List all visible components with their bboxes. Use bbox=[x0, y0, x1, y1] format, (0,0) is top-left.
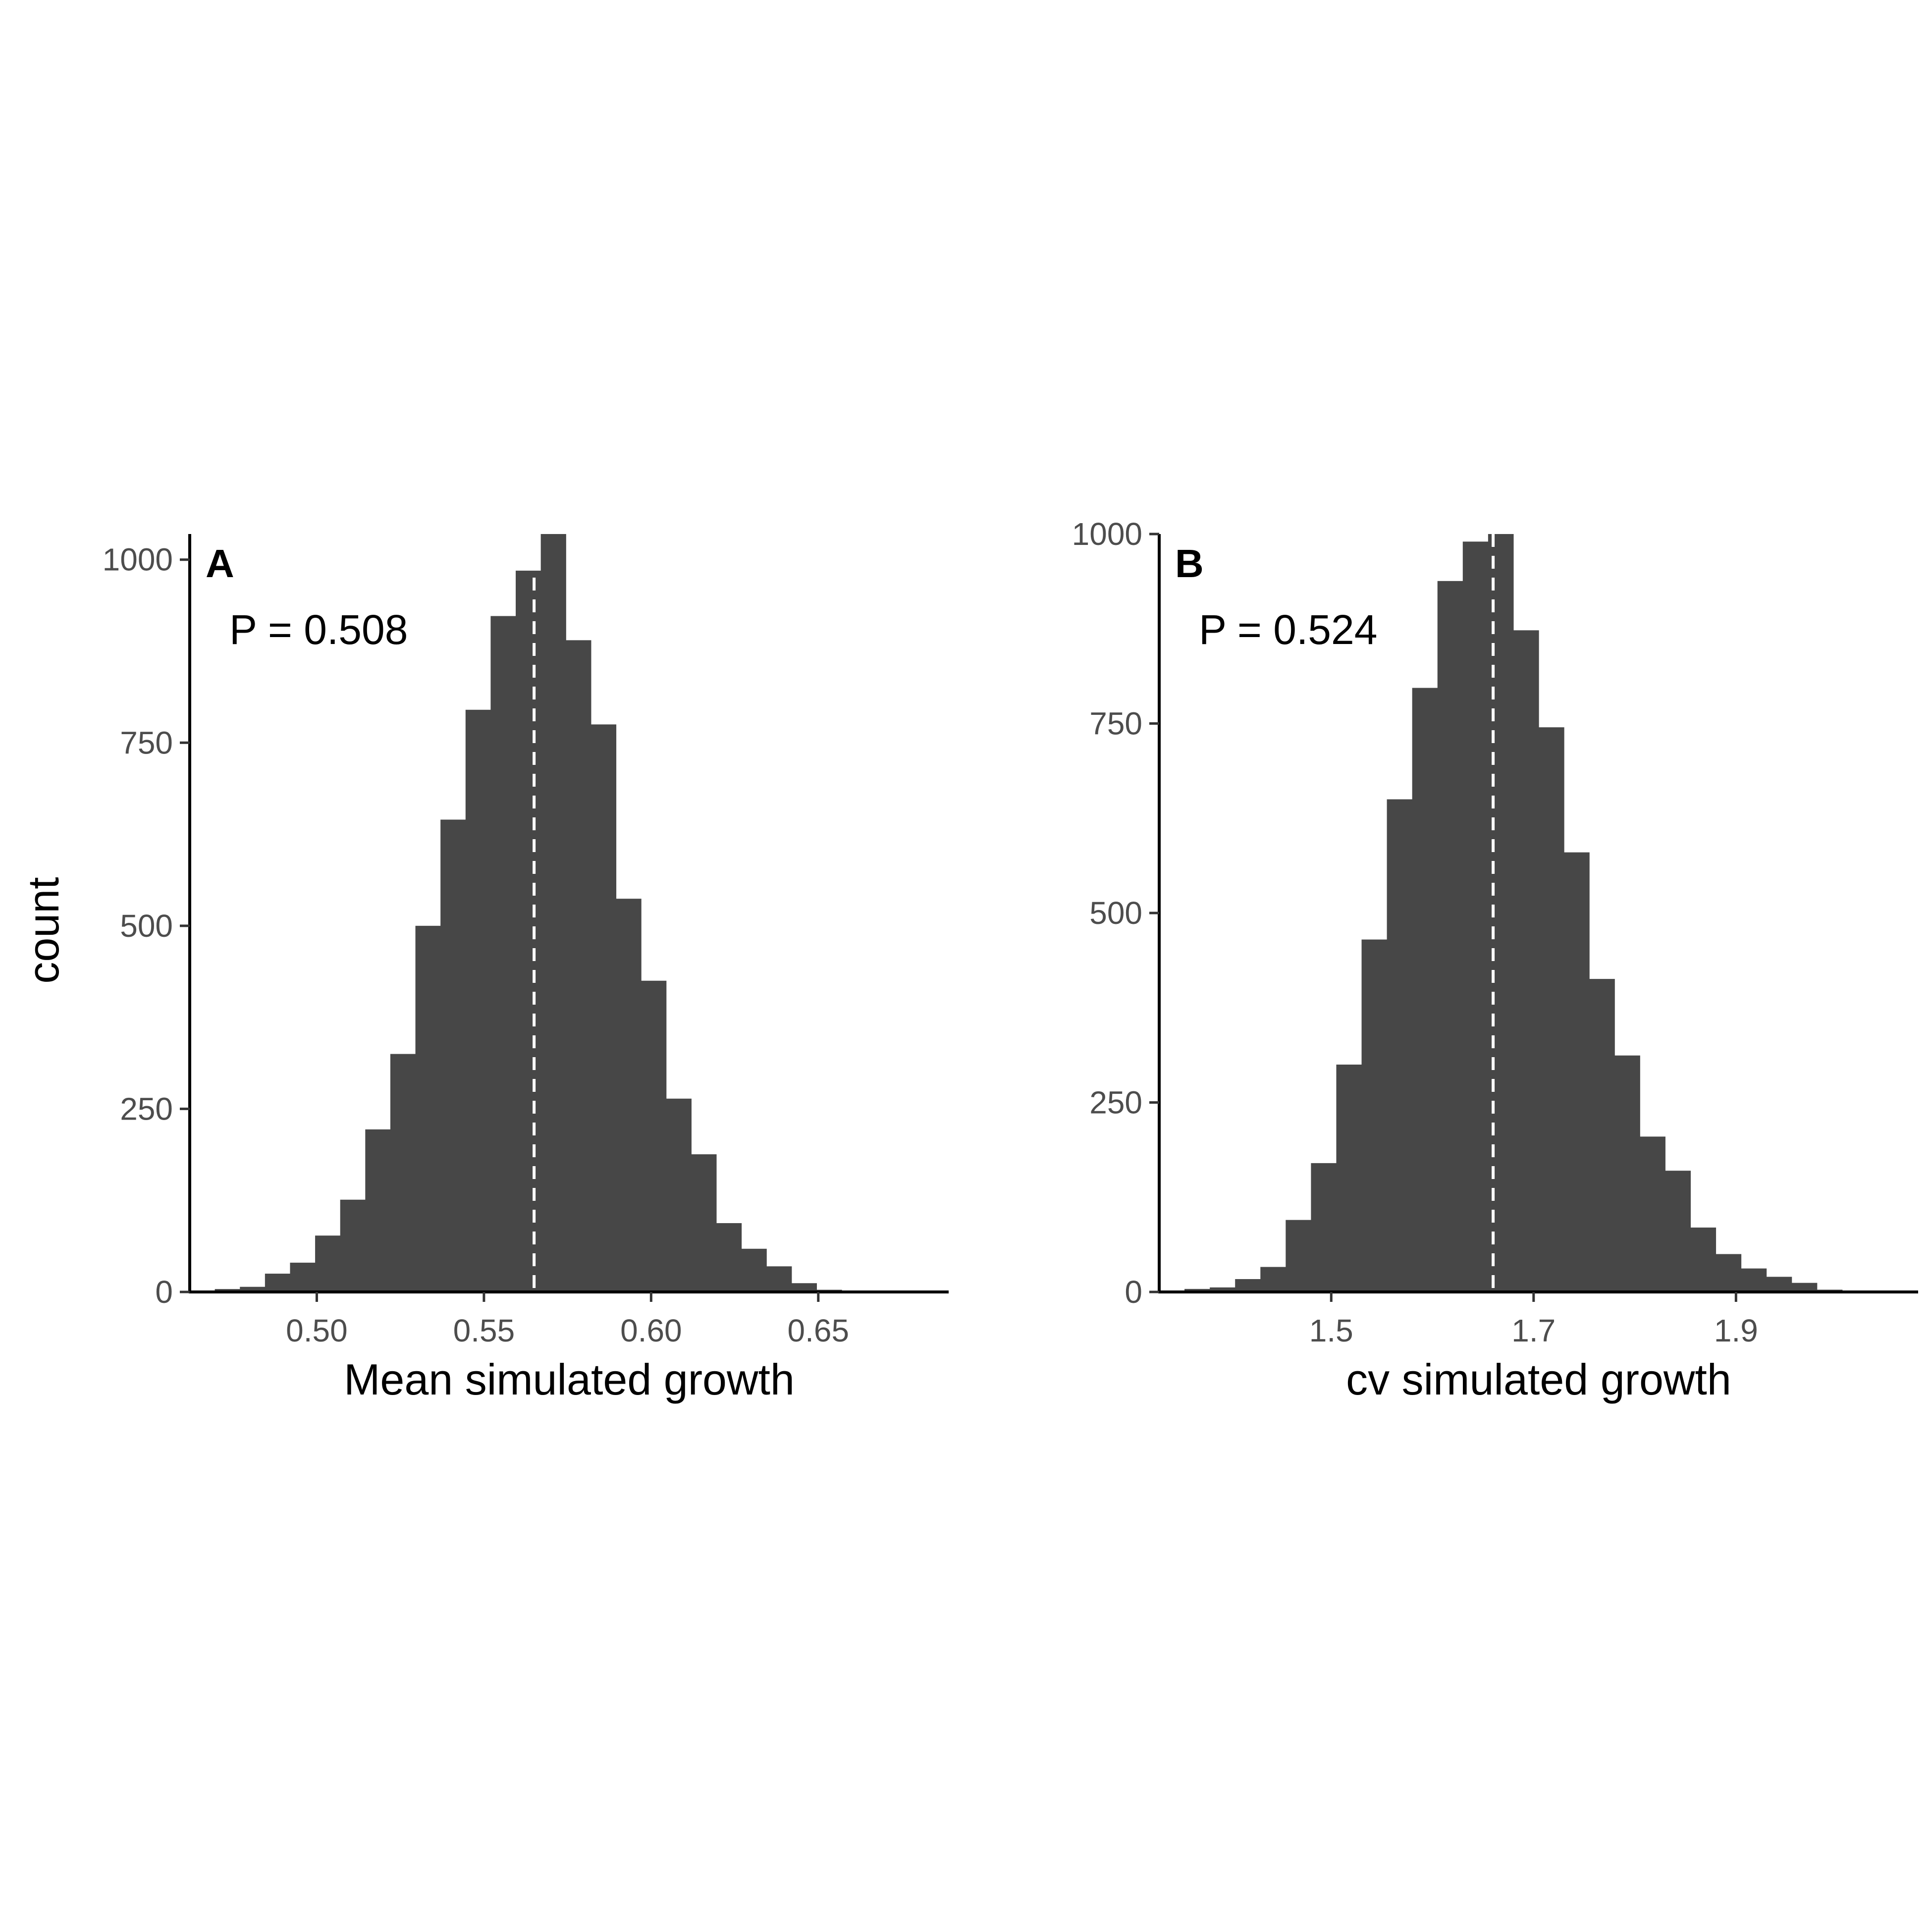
y-tick-label: 750 bbox=[1089, 706, 1142, 742]
panel-tag: B bbox=[1175, 541, 1204, 586]
histogram-bar bbox=[1336, 1065, 1362, 1292]
histogram-bar bbox=[1184, 1288, 1210, 1292]
histogram-bar bbox=[1361, 939, 1388, 1292]
histogram-bar bbox=[1564, 852, 1590, 1292]
y-tick-label: 500 bbox=[1089, 895, 1142, 931]
histogram-bar bbox=[1539, 727, 1564, 1292]
histogram-bar bbox=[1387, 799, 1413, 1292]
y-tick-label: 250 bbox=[120, 1091, 173, 1127]
histogram-bar bbox=[1690, 1227, 1717, 1292]
histogram-bar bbox=[1286, 1220, 1311, 1292]
histogram-bar bbox=[1791, 1283, 1818, 1292]
panel-tag: A bbox=[206, 541, 234, 586]
histogram-bar bbox=[1437, 581, 1463, 1292]
histogram-bar bbox=[590, 724, 617, 1292]
histogram-bar bbox=[440, 819, 466, 1292]
x-tick-label: 1.9 bbox=[1714, 1313, 1758, 1348]
histogram-bar bbox=[540, 534, 566, 1292]
histogram-bar bbox=[766, 1266, 792, 1292]
x-tick-label: 0.55 bbox=[453, 1313, 515, 1348]
histogram-bar bbox=[1766, 1277, 1792, 1292]
histogram-bar bbox=[265, 1274, 291, 1292]
histogram-bar bbox=[1412, 688, 1438, 1292]
histogram-bar bbox=[1513, 630, 1539, 1292]
x-tick-label: 0.65 bbox=[788, 1313, 850, 1348]
histogram-bar bbox=[1260, 1267, 1286, 1292]
y-tick-label: 1000 bbox=[103, 542, 173, 578]
histogram-bar bbox=[1210, 1287, 1235, 1292]
histogram-bar bbox=[340, 1199, 366, 1292]
y-tick-label: 1000 bbox=[1072, 516, 1142, 552]
histogram-bar bbox=[1614, 1055, 1640, 1292]
histogram-bar bbox=[315, 1235, 341, 1292]
x-axis-title: cv simulated growth bbox=[1346, 1355, 1731, 1404]
histogram-bar bbox=[616, 899, 642, 1292]
x-tick-label: 0.60 bbox=[620, 1313, 682, 1348]
p-value-annotation: P = 0.508 bbox=[229, 606, 408, 653]
histogram-bar bbox=[1716, 1254, 1742, 1292]
histogram-bar bbox=[566, 640, 591, 1292]
y-tick-label: 250 bbox=[1089, 1085, 1142, 1121]
histogram-bar bbox=[1640, 1136, 1665, 1292]
panel-b: 0 250 500 750 1000 1.5 1.7 1.9 cv simulated grow… bbox=[1072, 516, 1918, 1404]
histogram-bar bbox=[240, 1287, 266, 1292]
histogram-bar bbox=[516, 570, 541, 1292]
histogram-bar bbox=[1741, 1268, 1767, 1292]
y-tick-label: 0 bbox=[155, 1274, 173, 1310]
histogram-bar bbox=[1589, 979, 1615, 1292]
y-axis-title: count bbox=[19, 877, 68, 983]
y-tick-label: 0 bbox=[1125, 1274, 1142, 1310]
histogram-bar bbox=[716, 1223, 742, 1292]
histogram-bar bbox=[791, 1283, 817, 1292]
x-tick-label: 1.5 bbox=[1309, 1313, 1353, 1348]
y-tick-label: 750 bbox=[120, 725, 173, 760]
histogram-bar bbox=[390, 1054, 416, 1292]
y-tick-label: 500 bbox=[120, 908, 173, 944]
p-value-annotation: P = 0.524 bbox=[1199, 606, 1377, 653]
histogram-bar bbox=[365, 1129, 391, 1292]
x-tick-label: 0.50 bbox=[286, 1313, 348, 1348]
histogram-bar bbox=[1235, 1279, 1261, 1292]
x-tick-label: 1.7 bbox=[1511, 1313, 1556, 1348]
panel-a: 0 250 500 750 1000 0.50 0.55 0.60 0.65 Mean simul… bbox=[103, 534, 949, 1404]
histogram-bar bbox=[415, 925, 441, 1292]
histogram-bar bbox=[691, 1154, 717, 1292]
histogram-bar bbox=[1311, 1163, 1337, 1292]
histogram-bar bbox=[465, 709, 491, 1292]
histogram-bar bbox=[290, 1262, 316, 1292]
histogram-bar bbox=[741, 1248, 767, 1292]
histogram-bar bbox=[1665, 1171, 1691, 1292]
histogram-bar bbox=[490, 616, 516, 1292]
histogram-bar bbox=[666, 1098, 692, 1292]
histogram-bar bbox=[641, 980, 667, 1292]
x-axis-title: Mean simulated growth bbox=[344, 1355, 795, 1404]
histogram-bar bbox=[1462, 541, 1489, 1292]
